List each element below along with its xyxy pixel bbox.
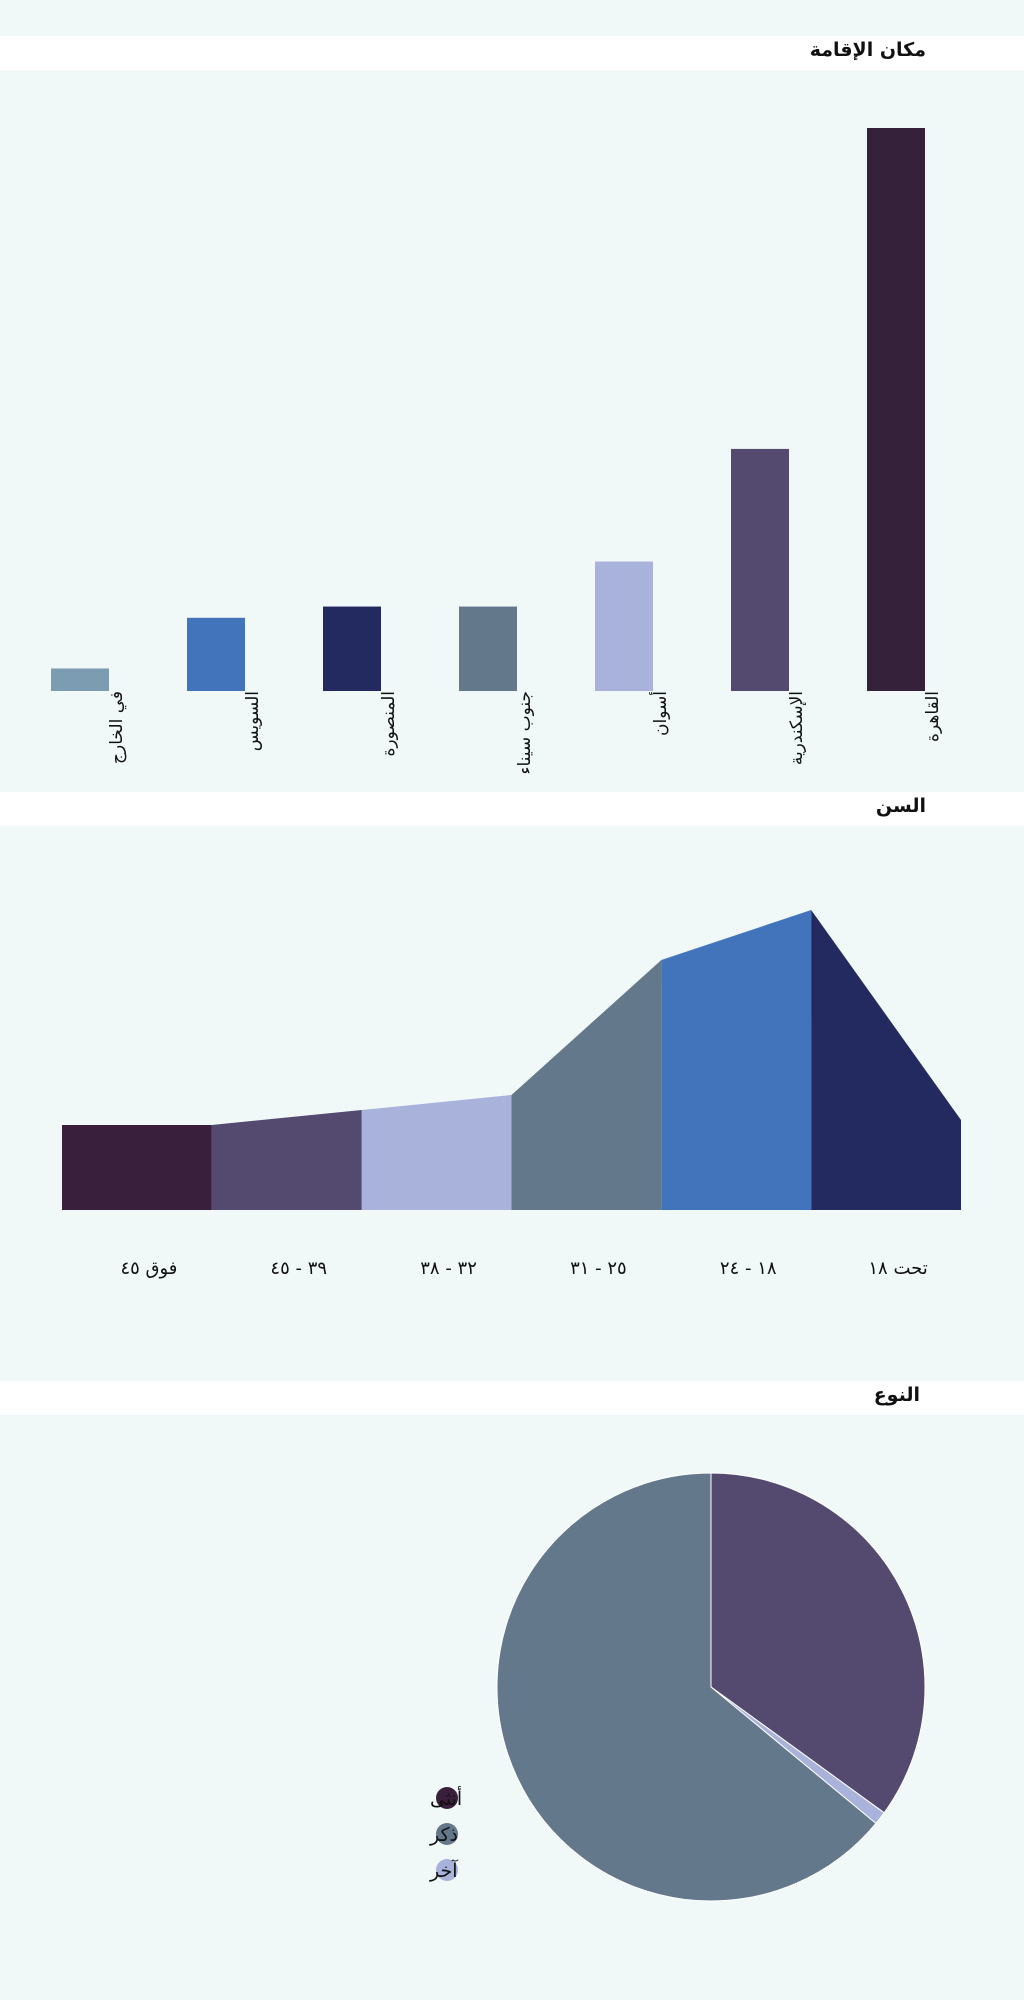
area-segment-2 (511, 960, 662, 1210)
bar-label-2: أسوان (649, 691, 671, 736)
bar-label-6: في الخارج (107, 691, 127, 764)
bar-label-0: القاهرة (923, 691, 943, 742)
area-segment-5 (62, 1125, 212, 1210)
bar-0 (867, 128, 925, 691)
area-segment-4 (211, 1110, 362, 1210)
bar-3 (459, 606, 517, 691)
legend-swatch-1 (436, 1823, 458, 1845)
gender-title: النوع (873, 1384, 920, 1406)
area-segment-0 (811, 910, 961, 1210)
residence-title: مكان الإقامة (809, 39, 926, 61)
area-segment-1 (661, 910, 812, 1210)
legend-swatch-2 (436, 1859, 458, 1881)
bar-label-5: السويس (243, 691, 263, 751)
residence-header: مكان الإقامة (0, 36, 1024, 70)
area-label-0: تحت ١٨ (868, 1258, 927, 1279)
area-label-5: فوق ٤٥ (120, 1258, 177, 1279)
gender-header: النوع (0, 1381, 1024, 1415)
area-label-3: ٣٢ - ٣٨ (420, 1258, 477, 1279)
area-label-4: ٣٩ - ٤٥ (270, 1258, 327, 1279)
pie-slice-0 (710, 1472, 926, 1814)
area-segment-3 (361, 1095, 512, 1210)
gender-pie-chart: أنثى ذكر آخر (429, 1472, 926, 1902)
legend-label-1: ذكر (429, 1824, 458, 1846)
legend-label-0: أنثى (430, 1786, 462, 1810)
bar-4 (323, 606, 381, 691)
residence-bar-chart: القاهرة الإسكندرية أسوان جنوب سيناء المنصورة… (51, 128, 943, 775)
area-label-1: ١٨ - ٢٤ (720, 1258, 777, 1279)
legend-swatch-0 (436, 1787, 458, 1809)
area-label-2: ٢٥ - ٣١ (570, 1258, 627, 1279)
bar-label-4: المنصورة (379, 691, 399, 757)
pie-slice-2 (496, 1472, 877, 1902)
legend-label-2: آخر (429, 1858, 458, 1882)
age-title: السن (875, 795, 926, 817)
bar-label-3: جنوب سيناء (515, 691, 535, 775)
bar-1 (731, 448, 789, 691)
age-area-chart: تحت ١٨ ١٨ - ٢٤ ٢٥ - ٣١ ٣٢ - ٣٨ ٣٩ - ٤٥ فوق ٤٥ (62, 910, 961, 1279)
bar-label-1: الإسكندرية (787, 691, 807, 765)
bar-2 (595, 561, 653, 691)
bar-5 (187, 617, 245, 691)
bar-6 (51, 668, 109, 691)
age-header: السن (0, 792, 1024, 826)
